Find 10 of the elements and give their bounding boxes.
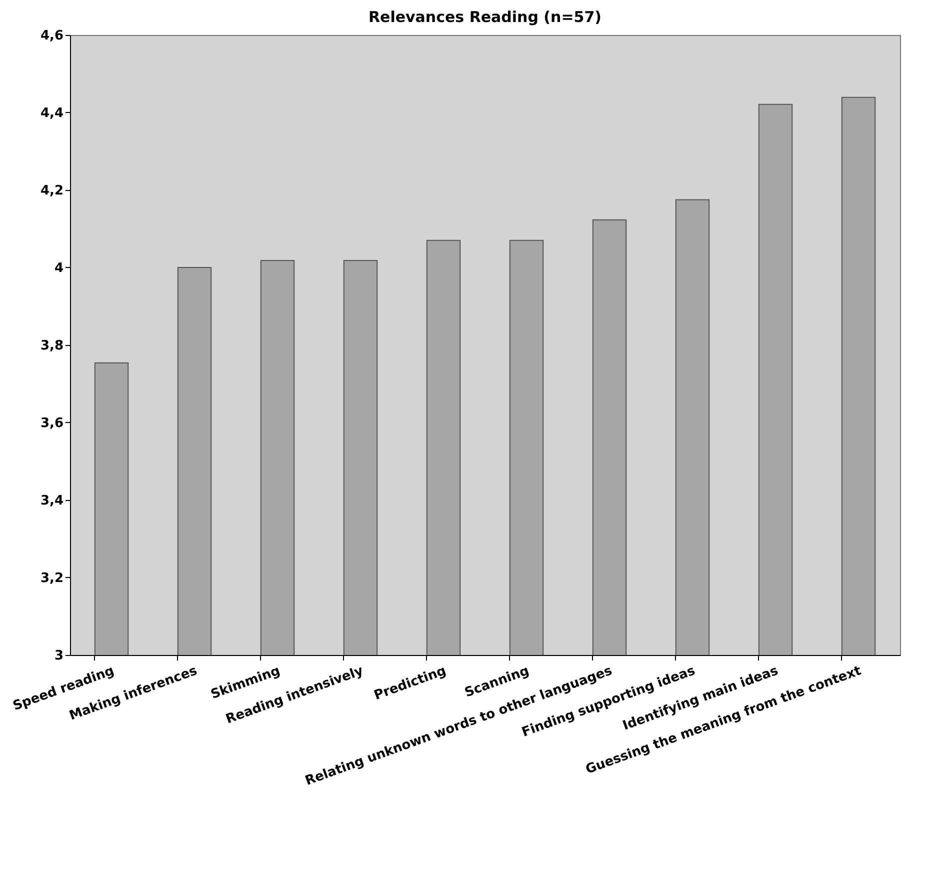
- y-tick-label: 4,2: [40, 184, 64, 198]
- y-tick-label: 4,6: [40, 28, 64, 44]
- y-tick-label: 3,2: [40, 571, 64, 586]
- y-tick-label: 3: [54, 648, 64, 664]
- y-tick-label: 3,6: [40, 416, 64, 431]
- y-tick-label: 3,8: [40, 338, 64, 354]
- y-tick-label: 3,4: [40, 494, 64, 508]
- y-tick-label: 4,4: [40, 106, 64, 121]
- y-tick-label: 4: [54, 261, 64, 276]
- chart-title: Relevances Reading (n=57): [368, 8, 602, 26]
